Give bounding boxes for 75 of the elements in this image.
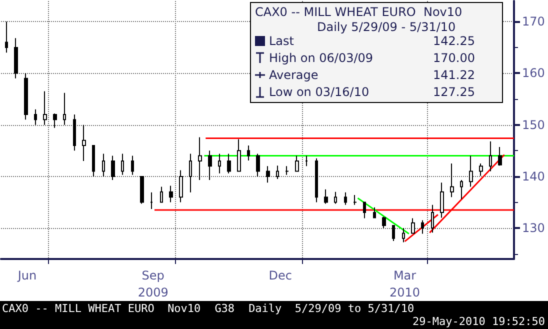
candlestick [150, 192, 153, 210]
candlestick [160, 186, 163, 203]
y-tick-label: 150 [522, 118, 545, 132]
y-tick-label: 130 [522, 221, 545, 236]
candlestick [392, 224, 395, 242]
candlestick [53, 112, 57, 128]
candlestick [198, 136, 202, 181]
candlestick [344, 192, 347, 206]
candlestick [131, 155, 134, 176]
annotation: 142.25 [433, 34, 475, 48]
text: G38 [214, 302, 235, 315]
candlestick [421, 220, 424, 234]
text: 29-May-2010 19:52:50 [412, 315, 545, 328]
y-tick-label: 160 [522, 66, 545, 80]
candlestick [498, 146, 502, 166]
candlestick [227, 153, 231, 174]
candlestick [276, 165, 279, 180]
candlestick [305, 155, 308, 167]
candlestick [431, 204, 434, 234]
y-tick-label: 140 [522, 169, 545, 184]
candlestick [14, 38, 18, 79]
candlestick [102, 153, 105, 177]
annotation: 170.00 [433, 51, 475, 65]
candlestick [295, 155, 299, 172]
candlestick [479, 163, 483, 176]
chart-title: CAX0 -- MILL WHEAT EURO Nov10 [255, 5, 462, 19]
candlestick [382, 216, 386, 229]
candlestick [63, 92, 66, 126]
candlestick [440, 182, 444, 218]
candlestick [373, 206, 376, 219]
candlestick [73, 114, 76, 152]
candlestick [450, 163, 454, 198]
annotation: High on 06/03/09 [269, 51, 374, 65]
candlestick [179, 170, 183, 203]
x-tick-label: Dec [268, 268, 292, 282]
y-tick-label: 170 [522, 14, 545, 29]
candlestick [363, 202, 366, 219]
candlestick [237, 138, 241, 172]
annotation: 141.22 [433, 68, 475, 82]
candlestick [208, 150, 212, 181]
candlestick [189, 153, 192, 193]
candlestick [256, 153, 260, 177]
candlestick [43, 90, 47, 126]
candlestick [334, 191, 337, 204]
candlestick [285, 166, 289, 176]
candlestick [411, 218, 415, 234]
candlestick [315, 158, 318, 203]
candlestick [5, 21, 8, 54]
candlestick [247, 144, 250, 161]
candlestick [353, 194, 357, 206]
candlestick [469, 155, 473, 188]
candlestick [169, 185, 173, 203]
candlestick [82, 124, 86, 162]
annotation: 127.25 [433, 85, 475, 99]
annotation: Average [269, 68, 318, 82]
candlestick [34, 108, 37, 126]
text: Daily 5/29/09 - 5/31/10 [317, 20, 456, 34]
candlestick [24, 72, 28, 120]
text: CAX0 -- MILL WHEAT EURO Nov10 [2, 302, 201, 315]
text: Daily 5/29/09 to 5/31/10 [248, 302, 414, 315]
candlestick [402, 228, 405, 243]
candlestick [218, 153, 221, 174]
candlestick [92, 144, 95, 177]
x-tick-label: Mar 2010 [389, 268, 420, 300]
candlestick [266, 166, 270, 184]
x-tick-label: Sep 2009 [138, 268, 168, 300]
x-tick-label: Jun [16, 268, 37, 282]
candlestick [140, 176, 144, 204]
candlestick [324, 188, 328, 204]
annotation: Last [269, 34, 294, 48]
annotation: Low on 03/16/10 [269, 85, 370, 99]
candlestick [460, 180, 463, 200]
candlestick [111, 155, 115, 181]
candlestick [121, 153, 124, 176]
candlestick [489, 140, 492, 172]
